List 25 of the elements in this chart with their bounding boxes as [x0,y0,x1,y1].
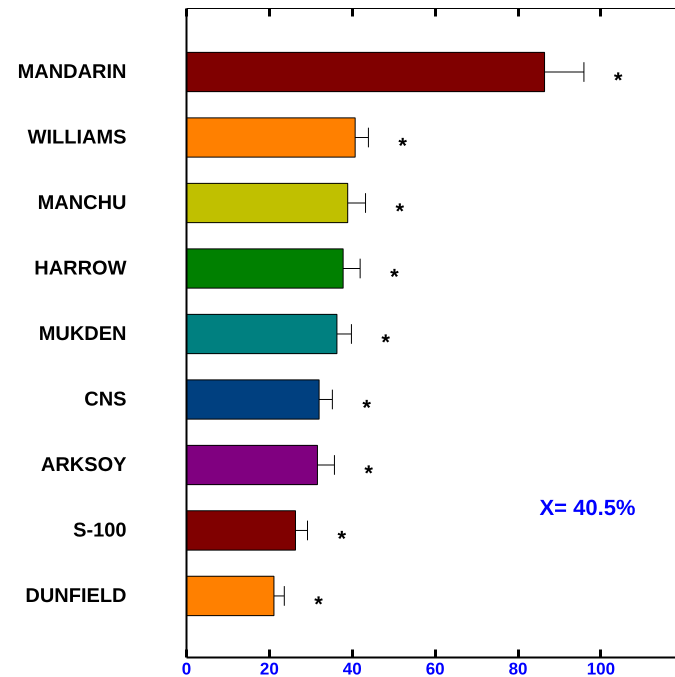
x-tick-label: 40 [342,660,362,677]
y-tick-label: WILLIAMS [28,126,127,149]
x-tick-label: 60 [426,660,445,677]
annotation: X= 40.5% [539,495,636,520]
y-tick-label: CNS [84,388,127,410]
annotation: * [614,67,623,92]
annotation: * [314,591,324,616]
annotation: * [337,526,346,551]
annotation: * [362,394,372,420]
annotation: * [398,132,408,158]
y-tick-label: S-100 [73,519,127,542]
y-tick-label: MANDARIN [18,61,127,84]
y-tick-label: ARKSOY [40,454,128,476]
x-tick-label: 80 [508,660,528,677]
y-tick-label: HARROW [34,257,127,280]
x-tick-label: 0 [182,660,192,677]
x-tick-label: 100 [586,660,616,677]
y-tick-label: MUKDEN [38,322,127,345]
annotation: * [364,460,374,486]
x-tick-label: 20 [260,660,279,677]
annotation: * [390,264,400,289]
annotation: * [381,329,390,354]
y-tick-label: DUNFIELD [25,584,127,607]
y-tick-label: MANCHU [38,192,127,214]
annotation: * [395,198,404,224]
